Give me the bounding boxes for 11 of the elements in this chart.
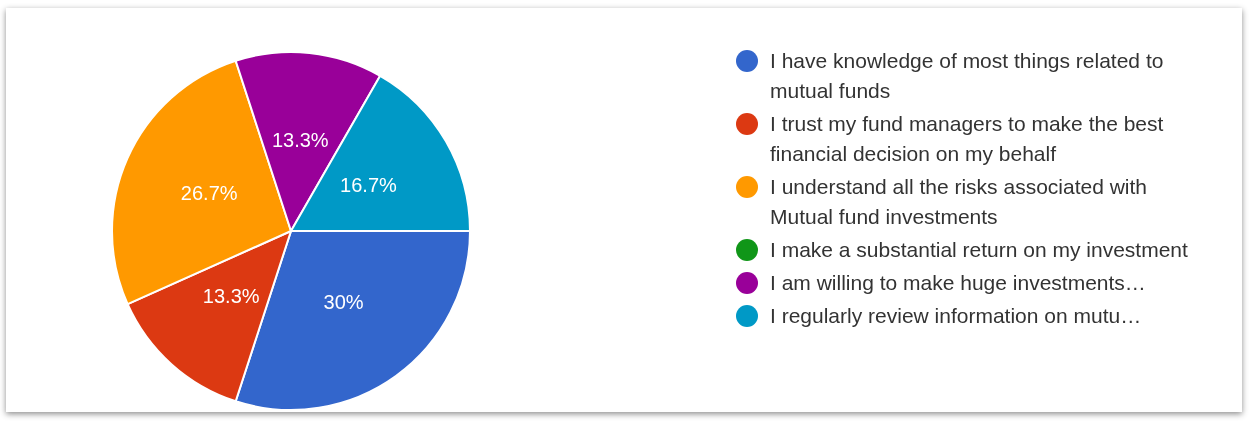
data-label: 13.3% xyxy=(271,129,329,152)
legend-label: I am willing to make huge investments… xyxy=(770,270,1147,296)
legend-label: I regularly review information on mutu… xyxy=(770,303,1143,329)
data-label: 26.7% xyxy=(180,182,238,205)
data-label: 13.3% xyxy=(202,285,260,308)
legend-label: I trust my fund managers to make the best financial decision on my behalf xyxy=(770,111,1165,167)
legend-label: I make a substantial return on my investment xyxy=(770,237,1189,263)
legend-label: I have knowledge of most things related to mutual funds xyxy=(770,48,1165,104)
legend-label: I understand all the risks associated with Mutual fund investments xyxy=(770,174,1149,230)
data-label: 16.7% xyxy=(340,173,398,196)
data-label: 30% xyxy=(323,290,364,313)
